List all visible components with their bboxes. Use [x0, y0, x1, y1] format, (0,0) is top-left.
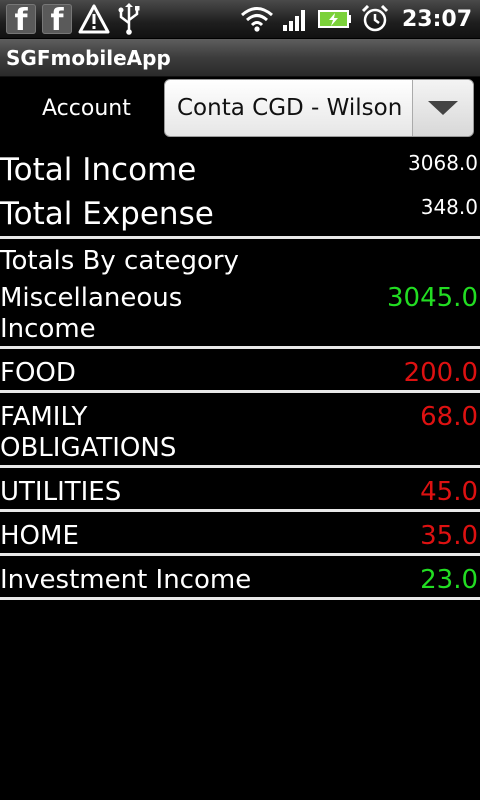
signal-icon — [282, 10, 305, 31]
usb-icon — [118, 3, 140, 35]
status-bar: f f — [0, 0, 480, 39]
account-spinner[interactable]: Conta CGD - Wilson — [164, 79, 474, 137]
total-expense-value: 348.0 — [420, 195, 478, 219]
divider — [0, 236, 480, 239]
category-section-header: Totals By category — [0, 246, 239, 276]
account-label: Account — [42, 96, 131, 121]
facebook-icon: f — [42, 4, 72, 34]
notification-icons: f f — [6, 3, 142, 35]
divider — [0, 465, 480, 468]
app-title: SGFmobileApp — [6, 46, 171, 70]
alarm-icon — [361, 5, 389, 32]
category-value: 35.0 — [420, 521, 478, 551]
warning-icon — [78, 4, 110, 34]
account-selected-value: Conta CGD - Wilson — [177, 95, 403, 121]
category-value: 3045.0 — [387, 283, 478, 313]
app-title-bar: SGFmobileApp — [0, 39, 480, 77]
category-label-line2: Income — [0, 314, 96, 344]
divider — [0, 553, 480, 556]
total-income-label: Total Income — [0, 152, 197, 188]
divider — [0, 597, 480, 600]
system-icons: 23:07 — [240, 0, 472, 38]
wifi-icon — [240, 7, 273, 32]
category-label: Miscellaneous — [0, 283, 183, 313]
category-label: UTILITIES — [0, 477, 122, 507]
account-dropdown-button[interactable] — [412, 80, 473, 136]
category-value: 23.0 — [420, 565, 478, 595]
category-value: 45.0 — [420, 477, 478, 507]
total-income-value: 3068.0 — [408, 151, 478, 175]
divider — [0, 346, 480, 349]
chevron-down-icon — [428, 101, 458, 115]
clock: 23:07 — [401, 6, 472, 32]
category-label: FOOD — [0, 358, 76, 388]
total-expense-label: Total Expense — [0, 196, 214, 232]
category-label-line2: OBLIGATIONS — [0, 433, 177, 463]
battery-charging-icon — [317, 10, 351, 28]
category-value: 68.0 — [420, 402, 478, 432]
category-label: FAMILY — [0, 402, 88, 432]
category-value: 200.0 — [403, 358, 478, 388]
category-label: HOME — [0, 521, 79, 551]
category-label: Investment Income — [0, 565, 252, 595]
facebook-icon: f — [6, 4, 36, 34]
divider — [0, 509, 480, 512]
divider — [0, 390, 480, 393]
